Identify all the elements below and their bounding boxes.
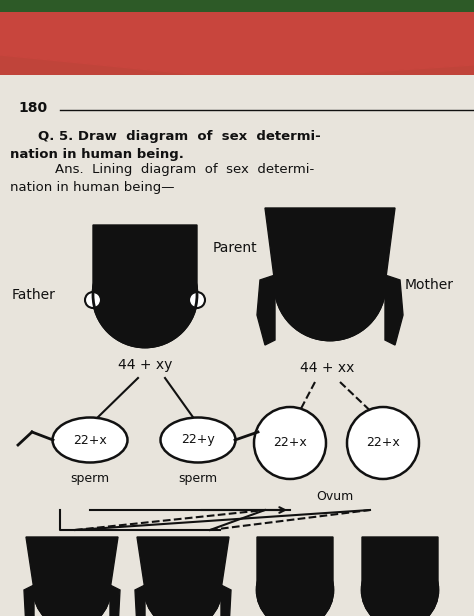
Polygon shape [135, 585, 145, 616]
Circle shape [145, 552, 221, 616]
Text: Father: Father [12, 288, 56, 302]
Circle shape [254, 407, 326, 479]
Polygon shape [257, 537, 333, 616]
Text: nation in human being—: nation in human being— [10, 181, 174, 194]
Polygon shape [93, 225, 197, 347]
Polygon shape [265, 208, 395, 340]
Polygon shape [110, 585, 120, 616]
Text: 22+x: 22+x [366, 437, 400, 450]
Bar [0, 75, 474, 616]
Circle shape [347, 407, 419, 479]
Polygon shape [26, 537, 118, 616]
Text: Parent: Parent [213, 241, 257, 255]
Polygon shape [24, 585, 34, 616]
Text: Mother: Mother [405, 278, 454, 292]
Ellipse shape [53, 418, 128, 463]
Circle shape [34, 552, 110, 616]
Text: 22+y: 22+y [181, 434, 215, 447]
Polygon shape [257, 275, 275, 345]
Polygon shape [221, 585, 231, 616]
Circle shape [93, 243, 197, 347]
Polygon shape [362, 537, 438, 616]
Text: 22+x: 22+x [73, 434, 107, 447]
Bar [0, 0, 474, 12]
Circle shape [189, 292, 205, 308]
Circle shape [325, 250, 335, 260]
Text: 44 + xy: 44 + xy [118, 358, 173, 372]
Circle shape [362, 552, 438, 616]
Polygon shape [0, 0, 474, 80]
Ellipse shape [161, 418, 236, 463]
Text: nation in human being.: nation in human being. [10, 148, 184, 161]
Text: sperm: sperm [71, 472, 109, 485]
Circle shape [257, 552, 333, 616]
Text: 44 + xx: 44 + xx [300, 361, 355, 375]
Text: sperm: sperm [178, 472, 218, 485]
Text: Ovum: Ovum [316, 490, 354, 503]
Text: 22+x: 22+x [273, 437, 307, 450]
Text: Q. 5. Draw  diagram  of  sex  determi-: Q. 5. Draw diagram of sex determi- [38, 130, 321, 143]
Circle shape [85, 292, 101, 308]
Polygon shape [137, 537, 229, 616]
Text: 180: 180 [18, 101, 47, 115]
Bar [0, 0, 474, 75]
Polygon shape [385, 275, 403, 345]
Text: Ans.  Lining  diagram  of  sex  determi-: Ans. Lining diagram of sex determi- [38, 163, 314, 176]
Circle shape [275, 230, 385, 340]
